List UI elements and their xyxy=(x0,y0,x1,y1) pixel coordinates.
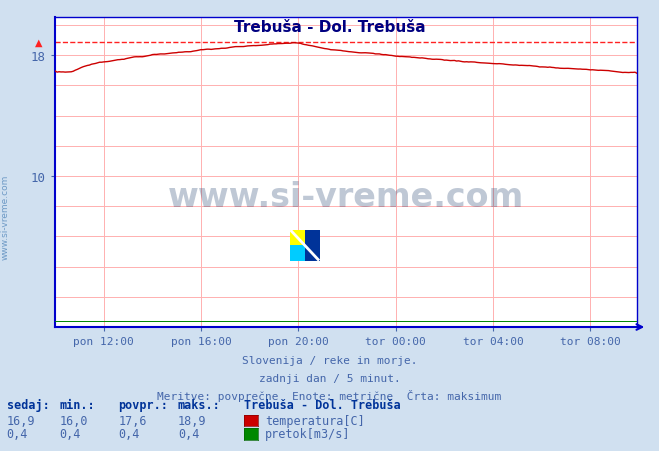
Bar xyxy=(290,230,304,246)
Text: povpr.:: povpr.: xyxy=(119,398,169,411)
Text: Trebuša - Dol. Trebuša: Trebuša - Dol. Trebuša xyxy=(244,398,401,411)
Text: www.si-vreme.com: www.si-vreme.com xyxy=(1,174,10,259)
Text: zadnji dan / 5 minut.: zadnji dan / 5 minut. xyxy=(258,373,401,383)
Text: 0,4: 0,4 xyxy=(119,428,140,441)
Text: Trebuša - Dol. Trebuša: Trebuša - Dol. Trebuša xyxy=(234,20,425,35)
Text: 16,9: 16,9 xyxy=(7,414,35,427)
Text: Meritve: povprečne  Enote: metrične  Črta: maksimum: Meritve: povprečne Enote: metrične Črta:… xyxy=(158,390,501,401)
Text: maks.:: maks.: xyxy=(178,398,221,411)
Text: www.si-vreme.com: www.si-vreme.com xyxy=(168,181,524,214)
Text: 0,4: 0,4 xyxy=(7,428,28,441)
Text: Slovenija / reke in morje.: Slovenija / reke in morje. xyxy=(242,355,417,365)
Bar xyxy=(290,246,304,262)
Text: temperatura[C]: temperatura[C] xyxy=(265,414,364,427)
Text: ▲: ▲ xyxy=(35,37,43,47)
Text: 16,0: 16,0 xyxy=(59,414,88,427)
Text: 18,9: 18,9 xyxy=(178,414,206,427)
Text: 0,4: 0,4 xyxy=(59,428,80,441)
Bar xyxy=(304,230,320,262)
Text: 17,6: 17,6 xyxy=(119,414,147,427)
Text: min.:: min.: xyxy=(59,398,95,411)
Text: pretok[m3/s]: pretok[m3/s] xyxy=(265,428,351,441)
Text: 0,4: 0,4 xyxy=(178,428,199,441)
Text: sedaj:: sedaj: xyxy=(7,398,49,411)
